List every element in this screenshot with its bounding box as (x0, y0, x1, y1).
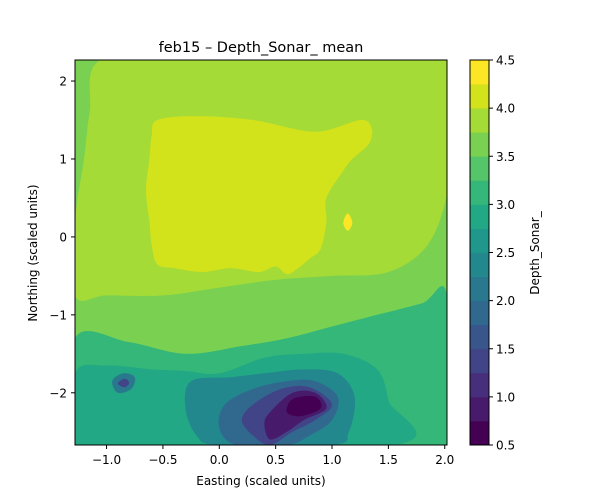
colorbar-tick-label: 0.5 (496, 439, 515, 453)
x-tick-label: −0.5 (148, 453, 177, 467)
colorbar-band (470, 276, 489, 302)
colorbar-tick-label: 2.0 (496, 294, 515, 308)
colorbar-band (470, 420, 489, 446)
y-tick-label: 2 (59, 75, 67, 89)
colorbar-label: Depth_Sonar_ (528, 210, 542, 294)
colorbar-tick-label: 1.5 (496, 342, 515, 356)
y-tick-label: 1 (59, 152, 67, 166)
y-axis: 2 1 0 −1 −2 (49, 75, 75, 400)
x-tick-label: 0.0 (210, 453, 229, 467)
y-tick-label: 0 (59, 230, 67, 244)
x-tick-label: 1.5 (379, 453, 398, 467)
contour-field (75, 60, 447, 445)
x-axis: −1.0 −0.5 0.0 0.5 1.0 1.5 2.0 (92, 445, 454, 467)
contour-region-central-deep-4 (286, 395, 322, 417)
colorbar-band (470, 372, 489, 398)
y-tick-label: −1 (49, 308, 67, 322)
plot-frame (74, 59, 448, 446)
colorbar-tick-label: 3.0 (496, 198, 515, 212)
colorbar-band (470, 300, 489, 326)
y-tick-label: −2 (49, 386, 67, 400)
colorbar-tick-label: 2.5 (496, 246, 515, 260)
colorbar-band (470, 396, 489, 422)
colorbar-band (470, 156, 489, 181)
colorbar-tick-label: 1.0 (496, 390, 515, 404)
contour-region-east-spike (343, 213, 353, 231)
colorbar-tick-label: 3.5 (496, 150, 515, 164)
colorbar-tick-label: 4.5 (496, 54, 515, 68)
colorbar-band (470, 60, 489, 85)
colorbar-band (470, 324, 489, 350)
colorbar-tick-label: 4.0 (496, 102, 515, 116)
colorbar-band (470, 204, 489, 229)
colorbar-band (470, 252, 489, 277)
colorbar-band (470, 108, 489, 133)
colorbar: 4.5 4.0 3.5 3.0 2.5 2.0 1.5 1.0 0.5 (469, 54, 515, 453)
x-tick-label: −1.0 (92, 453, 121, 467)
x-axis-label: Easting (scaled units) (196, 474, 325, 488)
y-axis-label: Northing (scaled units) (26, 184, 40, 321)
x-tick-label: 0.5 (266, 453, 285, 467)
colorbar-band (470, 132, 489, 157)
plot-area (74, 59, 448, 446)
chart-title: feb15 – Depth_Sonar_ mean (159, 40, 364, 56)
colorbar-band (470, 228, 489, 253)
x-tick-label: 1.0 (322, 453, 341, 467)
colorbar-band (470, 84, 489, 109)
contour-region-north-basin-inner (146, 116, 373, 275)
contour-region-west-pocket-2 (117, 378, 130, 388)
colorbar-band (470, 348, 489, 374)
x-tick-label: 2.0 (435, 453, 454, 467)
colorbar-band (470, 180, 489, 205)
